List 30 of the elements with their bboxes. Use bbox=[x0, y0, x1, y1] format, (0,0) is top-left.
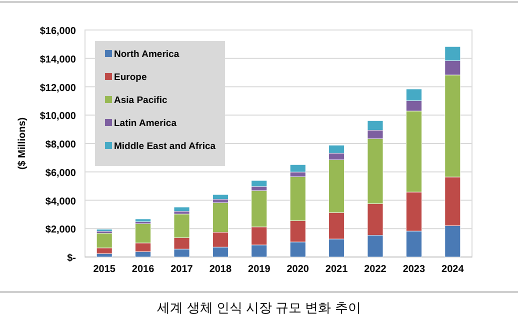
y-tick-label: $2,000 bbox=[45, 224, 76, 236]
x-tick-label: 2017 bbox=[170, 264, 194, 275]
bar bbox=[174, 206, 190, 212]
bar bbox=[251, 180, 268, 187]
y-tick-label: $8,000 bbox=[45, 140, 76, 150]
x-tick-label: 2023 bbox=[402, 264, 426, 275]
legend-label: Asia Pacific bbox=[114, 95, 168, 106]
legend-label: Latin America bbox=[114, 118, 178, 129]
legend-label: Europe bbox=[114, 72, 147, 83]
x-tick-label: 2024 bbox=[442, 264, 464, 275]
y-tick-label: $10,000 bbox=[40, 111, 76, 122]
y-tick-label: $- bbox=[67, 253, 76, 264]
y-tick-label: $4,000 bbox=[45, 196, 76, 208]
x-tick-label: 2022 bbox=[364, 264, 387, 275]
legend-label: Middle East and Africa bbox=[114, 141, 216, 152]
y-tick-label: $12,000 bbox=[40, 82, 76, 94]
x-tick-label: 2018 bbox=[209, 264, 232, 275]
y-tick-label: $14,000 bbox=[40, 54, 76, 66]
y-axis-title: ($ Millions) bbox=[17, 117, 28, 170]
x-tick-label: 2021 bbox=[325, 264, 348, 275]
text: 세계 생체 인식 시장 규모 변화 추이 bbox=[157, 300, 361, 315]
x-tick-label: 2019 bbox=[248, 264, 271, 275]
x-tick-label: 2015 bbox=[93, 264, 116, 275]
x-tick-label: 2020 bbox=[286, 264, 310, 275]
legend-label: North America bbox=[114, 49, 180, 60]
bar bbox=[135, 218, 151, 222]
x-tick-label: 2016 bbox=[132, 264, 155, 275]
y-tick-label: $6,000 bbox=[45, 168, 76, 179]
y-tick-label: $16,000 bbox=[40, 26, 76, 37]
bar bbox=[212, 194, 228, 200]
